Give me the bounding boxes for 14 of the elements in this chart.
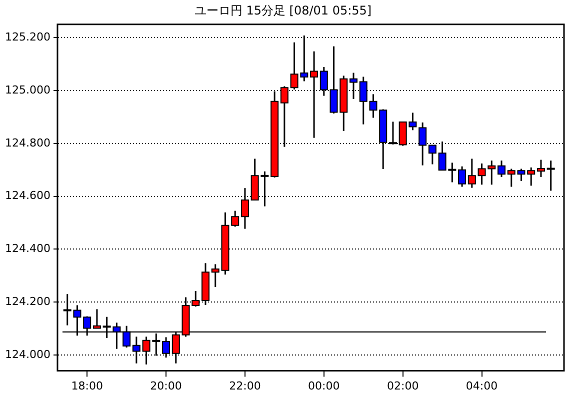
x-tick-label: 20:00: [150, 379, 182, 392]
x-tick-label: 22:00: [229, 379, 261, 392]
x-tick-label: 18:00: [71, 379, 103, 392]
y-tick-label: 125.200: [4, 30, 50, 44]
y-tick-label: 124.600: [4, 189, 50, 202]
x-tick-label: 02:00: [386, 379, 419, 392]
y-tick-label: 124.400: [4, 242, 50, 256]
x-tick-label: 00:00: [308, 379, 340, 392]
y-tick-label: 124.200: [4, 294, 50, 308]
y-tick-label: 125.000: [4, 83, 50, 96]
x-tick-label: 04:00: [466, 379, 498, 392]
y-tick-label: 124.800: [4, 136, 50, 150]
chart-title: ユーロ円 15分足 [08/01 05:55]: [194, 3, 372, 18]
y-tick-label: 124.000: [4, 348, 50, 361]
